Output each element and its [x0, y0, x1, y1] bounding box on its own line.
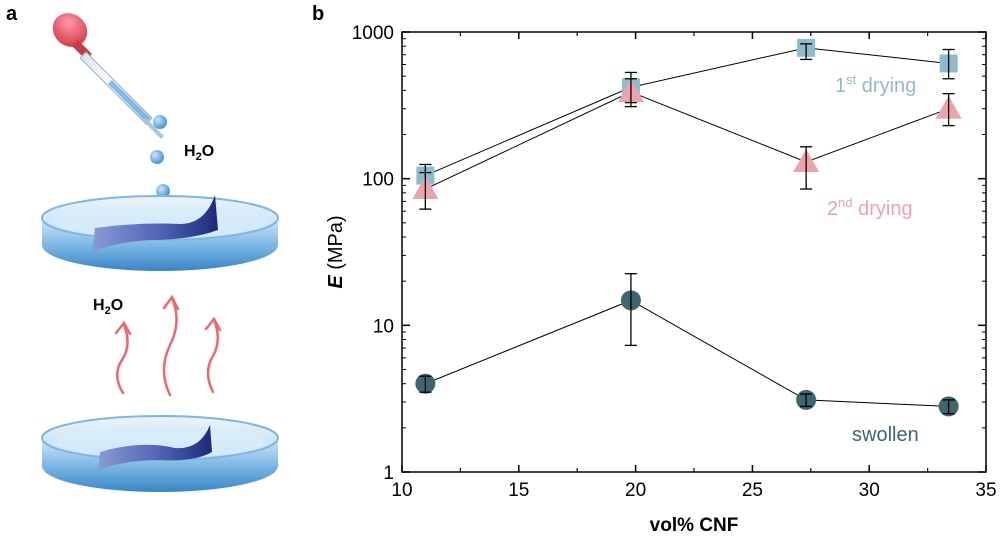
petri-dish-top-icon [41, 195, 279, 271]
legend-first-drying: 1st drying [835, 72, 916, 97]
water-droplet-icon [150, 150, 164, 164]
x-tick-label: 20 [625, 480, 646, 501]
y-tick-label: 1 [383, 463, 394, 484]
water-droplet-icon [156, 184, 170, 198]
panel-a-label: a [6, 3, 18, 25]
series-line-second [425, 91, 949, 190]
legend-second-drying: 2nd drying [827, 195, 913, 220]
x-tick-label: 10 [391, 480, 412, 501]
x-axis-ticks: 10 15 20 25 30 35 [391, 32, 997, 501]
vapor-arrows-icon [114, 294, 222, 397]
water-label-top: H2O [184, 143, 214, 163]
y-tick-label: 10 [373, 316, 394, 337]
data-points [412, 38, 962, 417]
y-tick-label: 100 [362, 170, 394, 191]
series-line-first [425, 47, 949, 177]
plot-frame [401, 31, 987, 473]
water-label-mid: H2O [93, 297, 123, 317]
x-tick-label: 25 [742, 480, 763, 501]
panel-a-illustration: a H2O H2O [6, 3, 279, 492]
pipette-icon [52, 13, 164, 139]
x-tick-label: 15 [508, 480, 529, 501]
x-axis-label: vol% CNF [650, 515, 739, 536]
y-axis-label: E (MPa) [325, 215, 347, 288]
y-axis-ticks: 1 10 100 1000 [352, 23, 986, 484]
y-tick-label: 1000 [352, 23, 394, 44]
x-tick-label: 35 [975, 480, 996, 501]
petri-dish-bottom-icon [41, 415, 279, 492]
series-line-swollen [425, 299, 949, 407]
legend-swollen: swollen [852, 424, 919, 446]
water-droplet-icon [153, 115, 167, 129]
series-lines [425, 47, 949, 407]
panel-b-label: b [312, 3, 324, 25]
x-tick-label: 30 [859, 480, 880, 501]
